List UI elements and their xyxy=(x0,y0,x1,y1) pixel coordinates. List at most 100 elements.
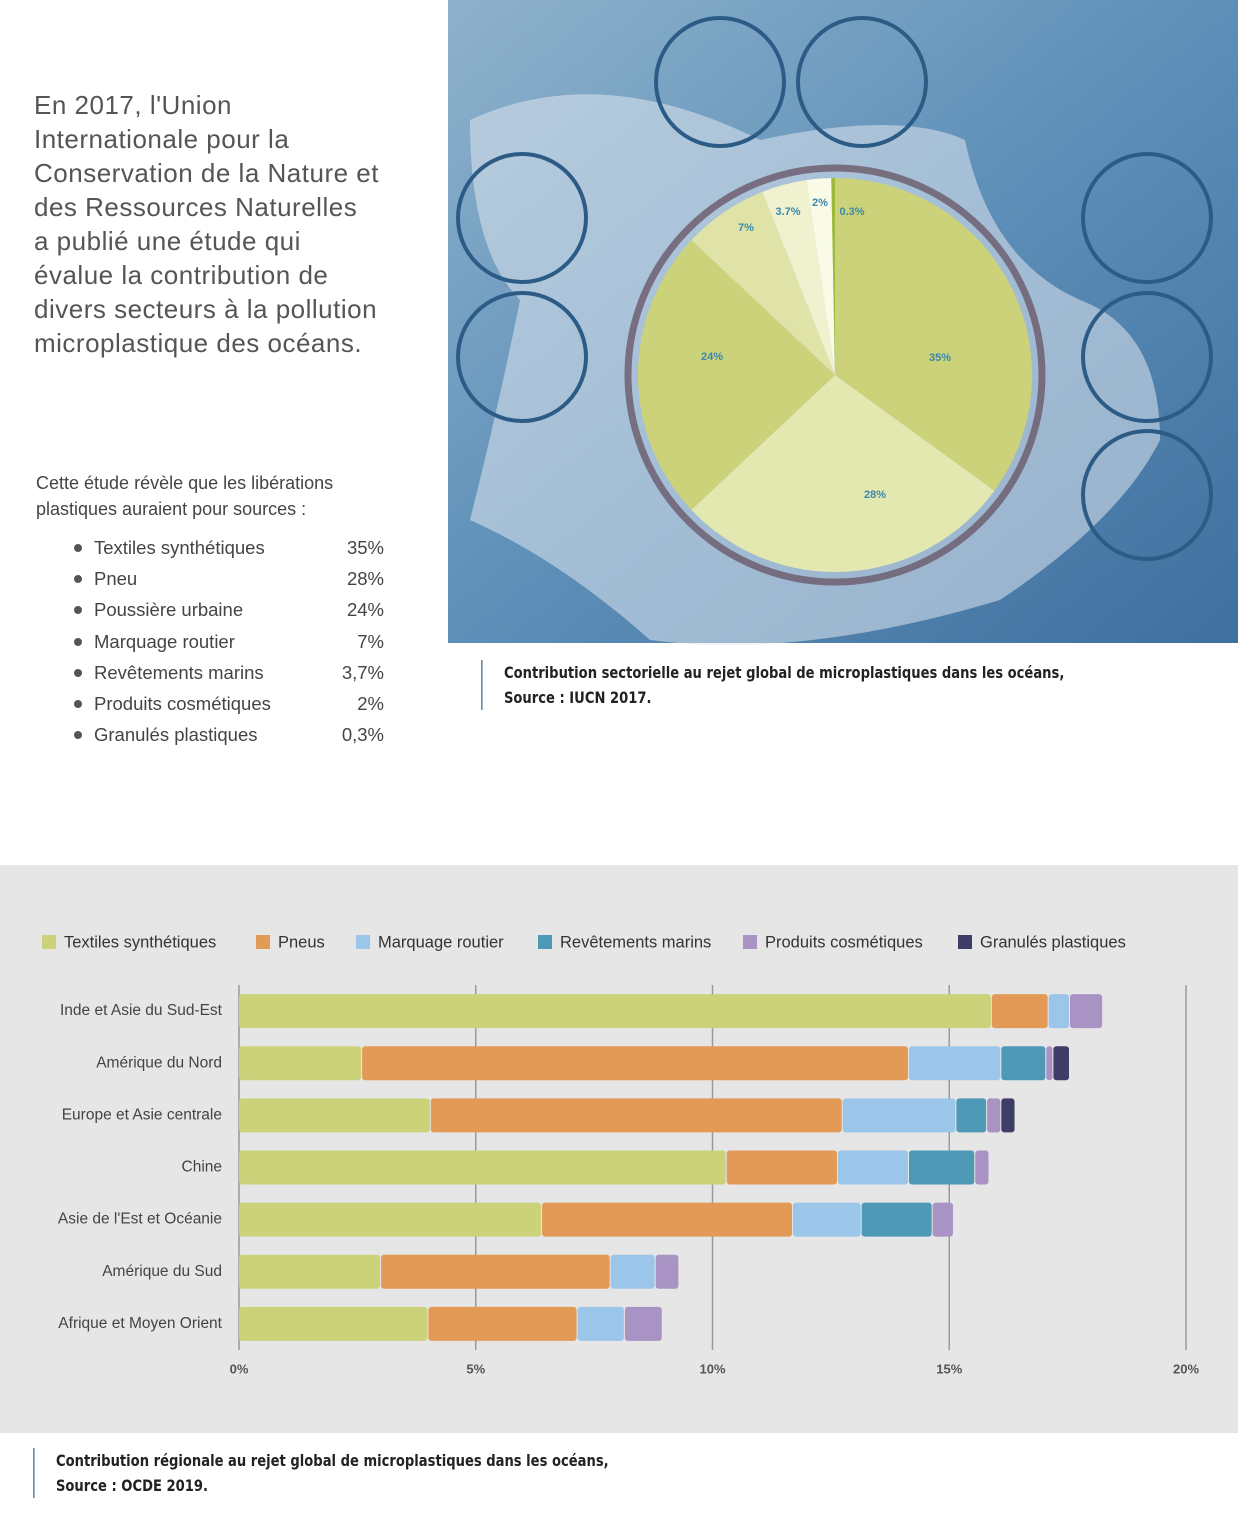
bar-segment xyxy=(239,1046,362,1081)
y-tick-label: Afrique et Moyen Orient xyxy=(58,1315,222,1332)
legend-swatch xyxy=(356,935,370,949)
source-share: 24% xyxy=(346,599,384,621)
source-list: Textiles synthétiques 35% Pneu 28% Poussière… xyxy=(72,532,384,751)
y-tick-label: Chine xyxy=(182,1159,223,1176)
y-tick-label: Amérique du Sud xyxy=(102,1263,222,1280)
pie-label: 35% xyxy=(929,352,951,364)
pie-label: 7% xyxy=(738,222,754,234)
bar-segment xyxy=(381,1254,610,1289)
source-name: Produits cosmétiques xyxy=(94,693,271,715)
bar-segment xyxy=(542,1202,792,1237)
source-share: 2% xyxy=(357,693,384,715)
bar-segment xyxy=(577,1306,624,1341)
legend-swatch xyxy=(743,935,757,949)
legend-swatch xyxy=(42,935,56,949)
source-name: Revêtements marins xyxy=(94,661,264,683)
legend-label: Granulés plastiques xyxy=(980,933,1126,951)
legend-swatch xyxy=(538,935,552,949)
caption-line: Contribution régionale au rejet global d… xyxy=(55,1451,609,1470)
bar-caption: Contribution régionale au rejet global d… xyxy=(33,1448,609,1498)
bar-segment xyxy=(239,994,991,1029)
source-item: Granulés plastiques 0,3% xyxy=(72,720,384,751)
source-item: Textiles synthétiques 35% xyxy=(72,532,384,563)
bar-segment xyxy=(655,1254,679,1289)
bar-segment xyxy=(239,1254,381,1289)
y-tick-label: Amérique du Nord xyxy=(96,1054,222,1071)
pie-slice xyxy=(806,178,835,375)
source-share: 35% xyxy=(346,536,384,558)
icons xyxy=(456,16,1213,561)
source-share: 3,7% xyxy=(341,661,384,683)
pie-slice xyxy=(691,375,995,572)
source-share: 7% xyxy=(357,630,384,652)
source-item: Marquage routier 7% xyxy=(72,626,384,657)
pie-slice xyxy=(691,191,835,375)
bar-segment xyxy=(726,1150,837,1185)
y-tick-label: Europe et Asie centrale xyxy=(62,1106,222,1123)
pie-caption: Contribution sectorielle au rejet global… xyxy=(481,660,1064,710)
bar-segment xyxy=(932,1202,953,1237)
source-name: Granulés plastiques xyxy=(94,724,258,746)
pie-slice xyxy=(637,240,835,510)
legend-swatch xyxy=(958,935,972,949)
y-tick-label: Asie de l'Est et Océanie xyxy=(58,1211,222,1228)
caption-line: Contribution sectorielle au rejet global… xyxy=(503,663,1065,682)
bar-segment xyxy=(239,1150,726,1185)
bar-segment xyxy=(428,1306,577,1341)
source-share: 0,3% xyxy=(341,724,384,746)
legend-label: Pneus xyxy=(278,933,325,951)
bar-segment xyxy=(239,1098,430,1133)
bar-segment xyxy=(842,1098,956,1133)
bar-segment xyxy=(430,1098,842,1133)
bar-segment xyxy=(909,1150,975,1185)
legend-swatch xyxy=(256,935,270,949)
x-tick-label: 0% xyxy=(230,1361,249,1376)
bar-segment xyxy=(1069,994,1103,1029)
pie-slice xyxy=(835,178,1032,491)
legend-label: Revêtements marins xyxy=(560,933,711,951)
pie-slice xyxy=(831,178,835,375)
y-tick-label: Inde et Asie du Sud-Est xyxy=(60,1002,223,1019)
x-tick-label: 5% xyxy=(466,1361,485,1376)
bar-segment xyxy=(987,1098,1001,1133)
bar-segment xyxy=(1048,994,1069,1029)
bar-segment xyxy=(837,1150,909,1185)
source-item: Revêtements marins 3,7% xyxy=(72,657,384,688)
pie-label: 24% xyxy=(701,351,723,363)
bar-segment xyxy=(956,1098,987,1133)
bar-segment xyxy=(975,1150,989,1185)
source-item: Pneu 28% xyxy=(72,563,384,594)
intro-paragraph: En 2017, l'Union Internationale pour la … xyxy=(34,90,379,358)
source-name: Marquage routier xyxy=(94,630,235,652)
pie-label: 3.7% xyxy=(775,206,800,218)
caption-line: Source : OCDE 2019. xyxy=(55,1476,208,1495)
bar-segment xyxy=(239,1306,428,1341)
bar-segment xyxy=(610,1254,655,1289)
intro-lead: Cette étude révèle que les libérations p… xyxy=(36,473,334,519)
source-name: Poussière urbaine xyxy=(94,599,244,621)
legend-label: Marquage routier xyxy=(378,933,504,951)
source-item: Poussière urbaine 24% xyxy=(72,595,384,626)
bar-segment xyxy=(792,1202,861,1237)
bar-segment xyxy=(991,994,1048,1029)
source-name: Pneu xyxy=(94,567,138,589)
pie-label: 28% xyxy=(864,489,886,501)
bar-segment xyxy=(1046,1046,1053,1081)
pie-label: 0.3% xyxy=(839,206,864,218)
source-share: 28% xyxy=(346,567,384,589)
x-tick-label: 10% xyxy=(699,1361,725,1376)
bar-segment xyxy=(239,1202,542,1237)
bar-segment xyxy=(624,1306,662,1341)
x-tick-label: 15% xyxy=(936,1361,962,1376)
caption-line: Source : IUCN 2017. xyxy=(503,688,652,707)
pie-label: 2% xyxy=(812,197,828,209)
source-item: Produits cosmétiques 2% xyxy=(72,688,384,719)
source-name: Textiles synthétiques xyxy=(94,536,265,558)
bar-segment xyxy=(1001,1098,1015,1133)
bar-segment xyxy=(861,1202,932,1237)
bar-segment xyxy=(909,1046,1001,1081)
pie-slice xyxy=(762,180,835,375)
legend-label: Textiles synthétiques xyxy=(64,933,216,951)
